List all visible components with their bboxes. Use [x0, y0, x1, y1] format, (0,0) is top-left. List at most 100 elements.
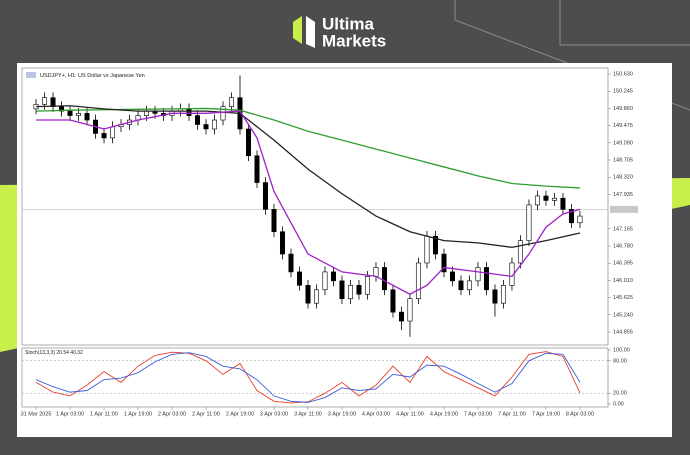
candle-body — [568, 209, 574, 224]
candle-body — [577, 215, 583, 224]
candle-body — [364, 276, 370, 295]
price-pane — [21, 67, 609, 346]
x-tick-label: 31 Mar 2025 — [21, 411, 52, 417]
stoch-line — [35, 351, 581, 404]
candle-body — [67, 110, 73, 116]
x-tick-label: 8 Apr 03:00 — [566, 411, 594, 417]
price-marker — [610, 205, 638, 213]
y-tick-label: 146.010 — [613, 278, 633, 284]
candle-body — [415, 262, 421, 300]
x-tick-label: 1 Apr 19:00 — [124, 411, 152, 417]
candle-body — [373, 267, 379, 277]
y-tick-label: 148.705 — [613, 157, 633, 163]
y-tick-label: 145.240 — [613, 312, 633, 318]
candle-body — [42, 97, 48, 105]
candle-body — [212, 119, 218, 130]
candle-body — [390, 289, 396, 313]
stoch-line — [35, 352, 581, 403]
candle-body — [101, 133, 107, 139]
indicator-title: Stoch(13,3,3) 20.54 40.32 — [25, 350, 83, 356]
candle-body — [466, 280, 472, 291]
chart-title: USDJPY+, H1: US Dollar vs Japanese Yen — [40, 73, 145, 79]
candle-body — [313, 289, 319, 304]
y-tick-label: 148.320 — [613, 175, 633, 181]
x-tick-label: 2 Apr 11:00 — [192, 411, 220, 417]
candle-body — [424, 235, 430, 264]
x-tick-label: 1 Apr 11:00 — [90, 411, 118, 417]
x-tick-label: 2 Apr 03:00 — [158, 411, 186, 417]
y-tick-label: 144.855 — [613, 329, 633, 335]
moving-average — [36, 107, 580, 189]
candle-body — [517, 240, 523, 264]
x-tick-label: 4 Apr 11:00 — [396, 411, 424, 417]
candle-body — [228, 97, 234, 107]
candle-body — [76, 113, 82, 116]
y-tick-label: 146.395 — [613, 261, 633, 267]
candle-body — [288, 253, 294, 273]
y-tick-label: 100.00 — [613, 347, 630, 353]
candle-body — [330, 271, 336, 282]
y-tick-label: 145.625 — [613, 295, 633, 301]
candle-body — [441, 253, 447, 273]
candle-body — [432, 235, 438, 255]
candle-body — [305, 285, 311, 304]
candle-body — [296, 271, 302, 286]
candle-body — [475, 267, 481, 282]
moving-average — [36, 105, 581, 249]
y-tick-label: 147.165 — [613, 226, 633, 232]
candle-body — [254, 155, 260, 183]
candle-body — [186, 108, 192, 116]
y-tick-label: 0.00 — [613, 401, 624, 407]
candle-body — [534, 195, 540, 206]
x-tick-label: 3 Apr 19:00 — [328, 411, 356, 417]
x-tick-label: 3 Apr 11:00 — [294, 411, 322, 417]
x-tick-label: 4 Apr 03:00 — [362, 411, 390, 417]
logo-icon — [293, 16, 315, 48]
candle-body — [262, 182, 268, 210]
x-tick-label: 4 Apr 19:00 — [430, 411, 458, 417]
candle-body — [492, 289, 498, 304]
symbol-icon — [26, 72, 36, 78]
y-tick-label: 149.860 — [613, 106, 633, 112]
decor-line — [559, 0, 690, 46]
candle-body — [551, 197, 557, 201]
candle-body — [144, 110, 150, 116]
candle-body — [458, 280, 464, 291]
candle-body — [381, 267, 387, 291]
candle-body — [339, 280, 345, 300]
stoch-pane — [21, 347, 609, 408]
y-tick-label: 20.00 — [613, 391, 627, 397]
brand-line: Ultima — [322, 14, 375, 33]
chart-panel — [17, 63, 672, 437]
candle-body — [560, 197, 566, 210]
candle-body — [356, 285, 362, 295]
candle-body — [84, 113, 90, 121]
y-tick-label: 80.00 — [613, 358, 627, 364]
candle-body — [220, 106, 226, 121]
x-tick-label: 1 Apr 03:00 — [56, 411, 84, 417]
candle-body — [449, 271, 455, 282]
candle-body — [543, 195, 549, 201]
x-tick-label: 2 Apr 19:00 — [226, 411, 254, 417]
candle-body — [245, 128, 251, 157]
candle-body — [500, 285, 506, 304]
y-tick-label: 147.935 — [613, 192, 633, 198]
candle-body — [322, 271, 328, 291]
candle-body — [398, 311, 404, 322]
candle-body — [271, 209, 277, 233]
candle-body — [203, 124, 209, 130]
x-tick-label: 3 Apr 03:00 — [260, 411, 288, 417]
x-tick-label: 7 Apr 19:00 — [532, 411, 560, 417]
y-tick-label: 149.475 — [613, 123, 633, 129]
y-tick-label: 150.245 — [613, 89, 633, 95]
y-tick-label: 146.780 — [613, 243, 633, 249]
y-tick-label: 150.630 — [613, 71, 633, 77]
candle-body — [59, 106, 65, 112]
candle-body — [110, 126, 116, 139]
candle-body — [407, 298, 413, 322]
candle-body — [279, 231, 285, 255]
candle-body — [195, 115, 201, 125]
x-tick-label: 7 Apr 11:00 — [498, 411, 526, 417]
